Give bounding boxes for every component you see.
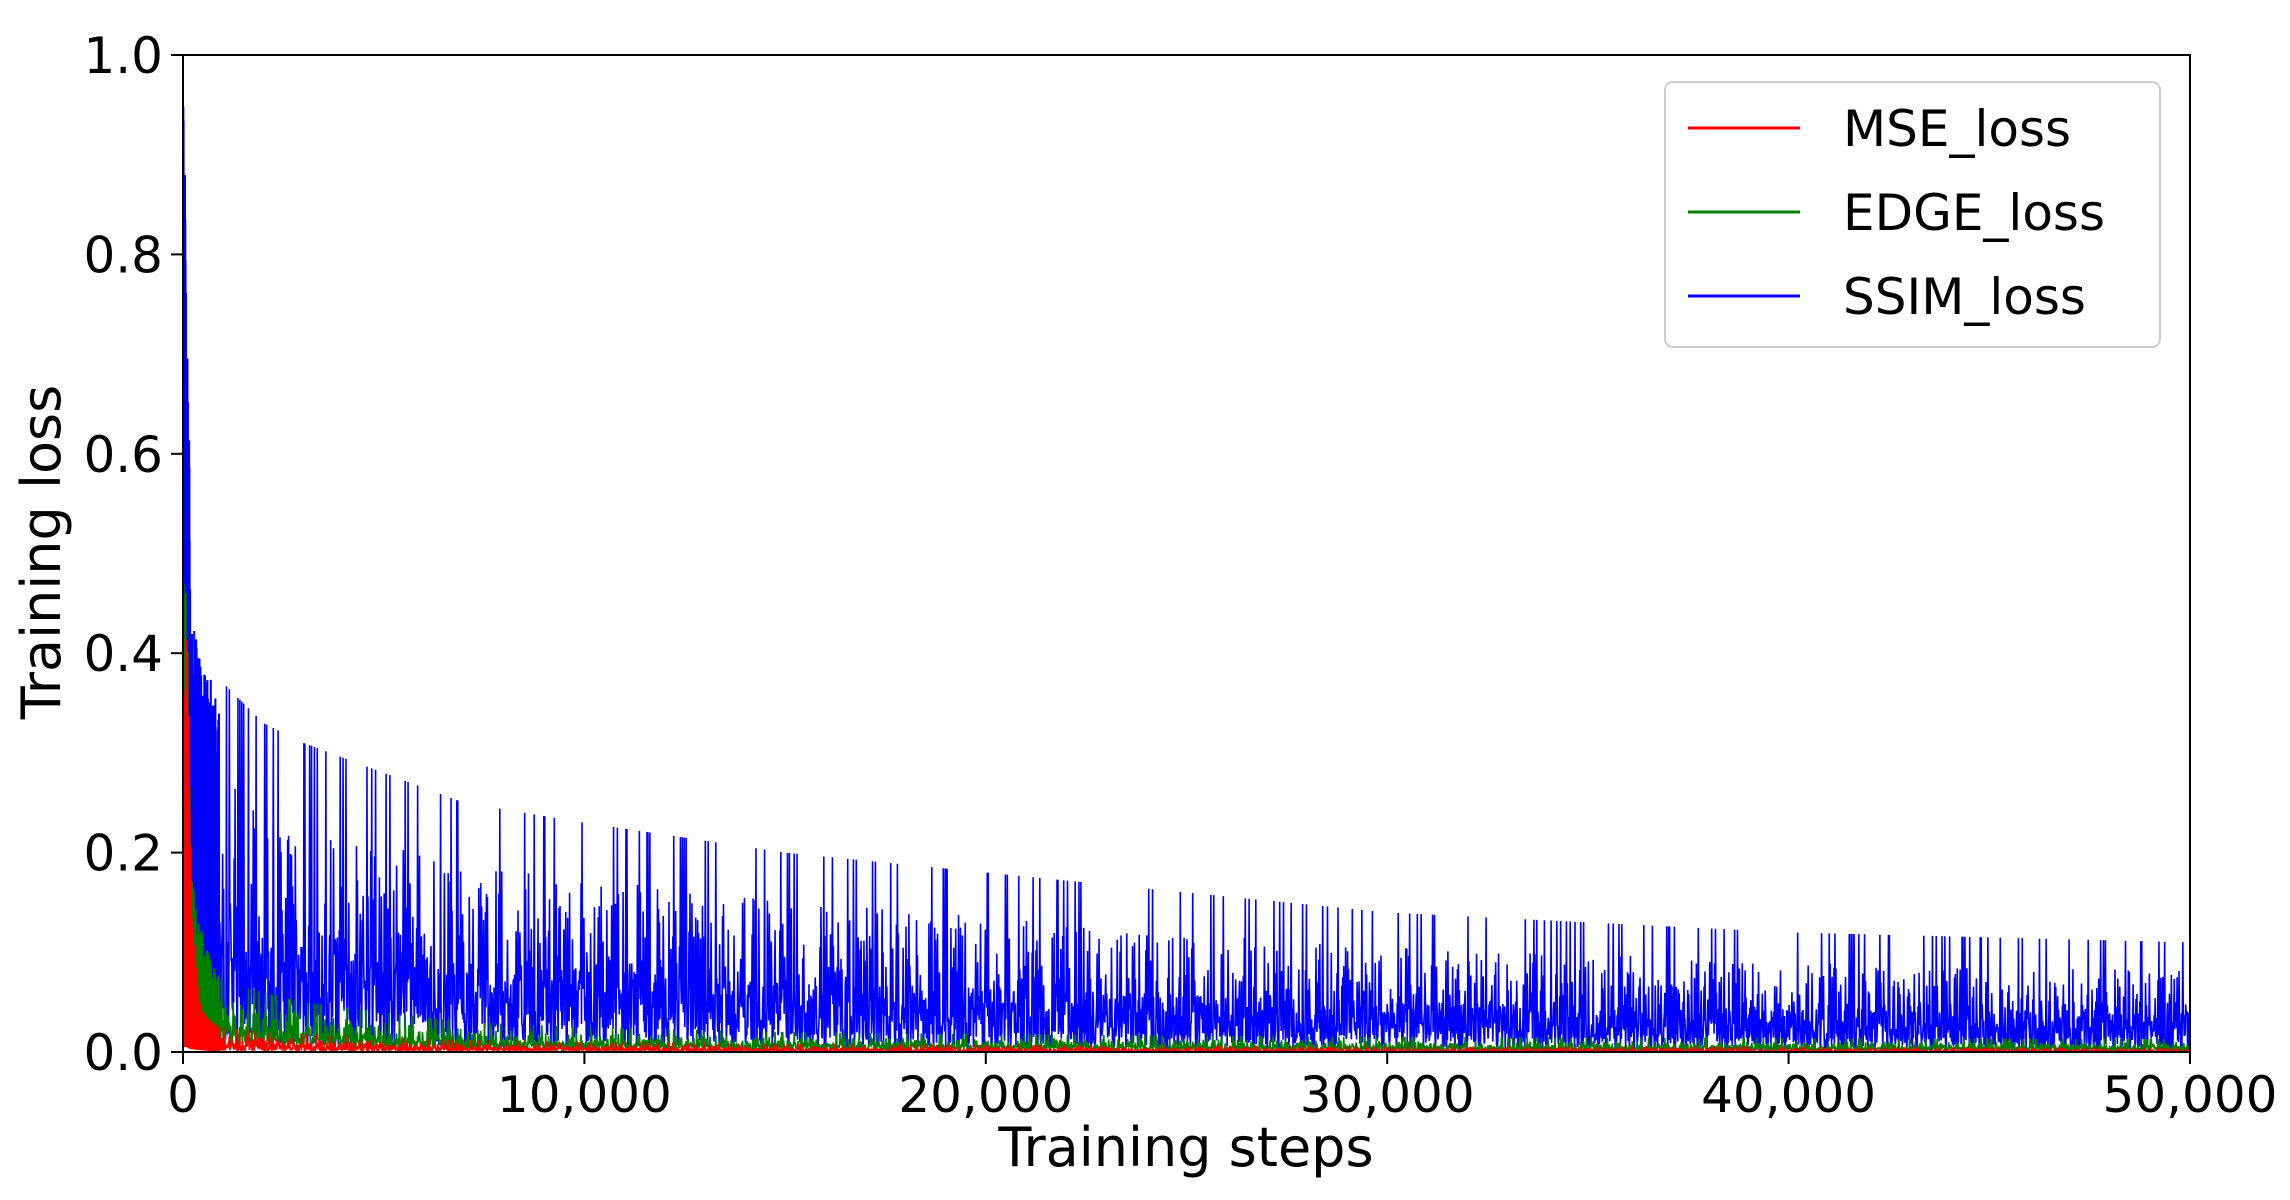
y-tick-label: 0.2 (83, 825, 163, 883)
legend-label: EDGE_loss (1843, 184, 2105, 242)
y-tick-label: 0.4 (83, 625, 163, 683)
plot-frame (182, 54, 2191, 1053)
y-tick-label: 0.8 (83, 226, 163, 284)
legend-label: MSE_loss (1843, 100, 2071, 158)
y-axis-label: Training loss (10, 385, 73, 721)
legend-frame (1664, 81, 2161, 348)
y-tick-label: 1.0 (83, 27, 163, 85)
x-tick-label: 30,000 (1300, 1066, 1475, 1124)
x-tick-label: 50,000 (2103, 1066, 2278, 1124)
legend-label: SSIM_loss (1843, 268, 2086, 326)
y-axis: 0.0 0.2 0.4 0.6 0.8 1.0 (83, 27, 183, 1082)
x-tick-label: 10,000 (497, 1066, 672, 1124)
x-axis-label: Training steps (997, 1116, 1373, 1179)
y-tick-label: 0.6 (83, 426, 163, 484)
legend: MSE_loss EDGE_loss SSIM_loss (1664, 81, 2161, 348)
y-tick-label: 0.0 (83, 1024, 163, 1082)
x-tick-label: 0 (167, 1066, 199, 1124)
x-tick-label: 40,000 (1701, 1066, 1876, 1124)
x-tick-label: 20,000 (898, 1066, 1073, 1124)
x-axis: 0 10,000 20,000 30,000 40,000 50,000 (167, 1052, 2277, 1124)
